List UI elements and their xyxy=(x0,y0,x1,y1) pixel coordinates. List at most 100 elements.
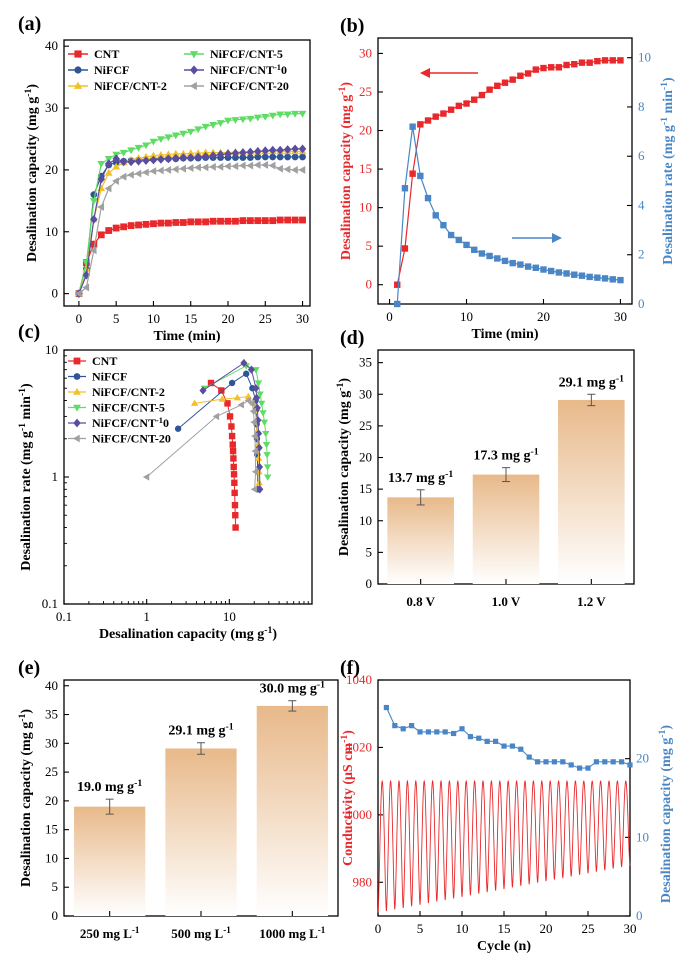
legend-entry: NiFCF/CNT-5 xyxy=(92,401,165,415)
data-point-rate xyxy=(440,221,447,229)
y-tick-label: 980 xyxy=(353,874,373,889)
y-tick-label: 30 xyxy=(359,386,372,401)
data-point-NiFCF/CNT-5 xyxy=(252,367,260,374)
data-point-NiFCF/CNT-10 xyxy=(224,149,232,159)
data-point-NiFCF/CNT-20 xyxy=(127,170,134,179)
data-point-capacity xyxy=(547,64,555,71)
legend-entry: NiFCF/CNT-10 xyxy=(210,63,287,78)
data-point-NiFCF/CNT-10 xyxy=(255,443,263,452)
legend-entry: NiFCF/CNT-2 xyxy=(92,385,165,399)
panel-label: (b) xyxy=(340,15,364,37)
data-point-capacity xyxy=(451,730,457,737)
data-point-NiFCF/CNT-5 xyxy=(257,400,266,408)
data-point-CNT xyxy=(135,221,142,229)
data-point-capacity xyxy=(594,57,601,65)
legend-marker xyxy=(73,357,81,365)
data-point-CNT xyxy=(194,218,202,226)
data-point-CNT xyxy=(207,379,215,387)
error-bar xyxy=(288,700,297,712)
data-point-NiFCF/CNT-5 xyxy=(216,120,225,127)
data-point-CNT xyxy=(299,216,306,224)
data-point-NiFCF/CNT-5 xyxy=(262,442,271,449)
data-point-rate xyxy=(594,274,601,281)
data-label: 29.1 mg g-1 xyxy=(559,373,624,391)
x-tick-label: 0 xyxy=(76,311,83,326)
data-point-rate xyxy=(509,259,516,267)
error-bar xyxy=(197,742,205,755)
data-point-NiFCF xyxy=(246,154,254,161)
y-tick-label: 25 xyxy=(359,418,372,433)
data-point-rate xyxy=(617,276,624,284)
x-tick-label: 10 xyxy=(223,609,236,624)
error-bar xyxy=(416,489,425,506)
data-point-CNT xyxy=(202,218,210,226)
arrow-right-icon xyxy=(512,233,562,243)
data-point-NiFCF/CNT-5 xyxy=(259,410,267,417)
legend-entry: CNT xyxy=(94,47,119,61)
x-tick-label: 30 xyxy=(624,921,637,936)
data-point-rate xyxy=(524,263,532,270)
y-tick-label: 35 xyxy=(359,355,372,370)
series-line-CNT xyxy=(78,219,303,294)
data-point-NiFCF/CNT-20 xyxy=(156,166,164,175)
x-tick-label: 30 xyxy=(296,311,309,326)
legend-entry: NiFCF xyxy=(94,63,129,77)
data-point-rate xyxy=(394,300,401,308)
y2-axis-label: Desalination rate (mg g-1 min-1) xyxy=(659,77,677,265)
y-tick-label: 0.1 xyxy=(42,596,58,611)
y-tick-label: 15 xyxy=(359,161,372,176)
data-point-NiFCF/CNT-5 xyxy=(127,147,136,155)
y2-tick-label: 8 xyxy=(638,99,645,114)
data-point-NiFCF/CNT-20 xyxy=(298,165,306,174)
data-point-NiFCF/CNT-20 xyxy=(171,165,179,174)
legend-marker xyxy=(189,81,197,91)
data-point-NiFCF/CNT-20 xyxy=(237,401,244,409)
data-point-rate xyxy=(409,123,416,130)
legend-entry: NiFCF/CNT-5 xyxy=(210,47,283,61)
data-point-NiFCF/CNT-20 xyxy=(231,162,239,171)
data-point-capacity xyxy=(432,113,439,120)
data-label: 13.7 mg g-1 xyxy=(388,468,453,486)
y-tick-label: 20 xyxy=(45,793,58,808)
data-point-NiFCF/CNT-10 xyxy=(142,156,150,166)
data-point-NiFCF/CNT-10 xyxy=(291,144,299,154)
bar xyxy=(472,474,540,584)
legend-marker xyxy=(73,387,81,395)
bar xyxy=(387,497,454,584)
data-point-CNT xyxy=(120,223,128,231)
x-tick-label: 5 xyxy=(417,921,424,936)
x-tick-label: 25 xyxy=(259,311,272,326)
data-point-rate xyxy=(578,272,586,279)
x-tick-label: 500 mg L-1 xyxy=(171,925,231,941)
data-point-NiFCF/CNT-20 xyxy=(82,283,90,292)
data-point-NiFCF/CNT-2 xyxy=(149,151,158,159)
data-point-NiFCF/CNT-20 xyxy=(244,396,251,405)
data-point-NiFCF/CNT-10 xyxy=(252,384,260,393)
data-point-CNT xyxy=(230,471,238,478)
data-point-NiFCF/CNT-5 xyxy=(156,136,165,144)
data-point-NiFCF/CNT-10 xyxy=(112,154,120,164)
data-point-CNT xyxy=(226,413,234,420)
y2-tick-label: 20 xyxy=(636,751,649,766)
data-point-NiFCF/CNT-20 xyxy=(268,161,276,170)
data-point-capacity xyxy=(535,759,541,765)
data-point-NiFCF/CNT-20 xyxy=(251,468,259,476)
series-line-capacity xyxy=(396,59,621,285)
data-point-capacity xyxy=(383,704,389,711)
data-point-NiFCF/CNT-10 xyxy=(276,145,284,155)
data-point-CNT xyxy=(261,217,269,225)
data-point-CNT xyxy=(230,455,237,462)
data-point-rate xyxy=(571,271,578,278)
data-label: 19.0 mg g-1 xyxy=(77,778,142,796)
data-point-CNT xyxy=(269,217,277,225)
data-point-NiFCF xyxy=(243,370,250,377)
data-point-capacity xyxy=(540,64,547,72)
y2-tick-label: 6 xyxy=(638,148,645,163)
data-point-NiFCF/CNT-5 xyxy=(268,112,277,120)
error-bar xyxy=(587,393,596,407)
data-point-capacity xyxy=(392,723,398,729)
data-point-NiFCF/CNT-5 xyxy=(283,111,292,119)
data-point-capacity xyxy=(543,759,549,765)
